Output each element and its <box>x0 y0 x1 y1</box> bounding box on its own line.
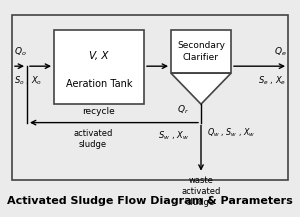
Text: $Q_o$: $Q_o$ <box>14 45 26 58</box>
Text: activated
sludge: activated sludge <box>73 129 113 148</box>
Text: $Q_e$: $Q_e$ <box>274 45 286 58</box>
Text: Activated Sludge Flow Diagram & Parameters: Activated Sludge Flow Diagram & Paramete… <box>7 196 293 206</box>
Polygon shape <box>171 73 231 104</box>
Bar <box>12 15 288 180</box>
Bar <box>171 30 231 73</box>
Text: recycle: recycle <box>82 107 116 116</box>
Text: $Q_r$: $Q_r$ <box>177 104 189 116</box>
Text: Secondary
Clarifier: Secondary Clarifier <box>177 41 225 62</box>
Text: Aeration Tank: Aeration Tank <box>66 79 132 89</box>
Text: V, X: V, X <box>89 51 109 61</box>
Text: waste
activated
sludge: waste activated sludge <box>181 176 221 207</box>
Text: $Q_w$ , $S_w$ , $X_w$: $Q_w$ , $S_w$ , $X_w$ <box>207 127 255 140</box>
Text: $S_w$ , $X_w$: $S_w$ , $X_w$ <box>158 129 189 142</box>
Text: $S_e$ , $X_e$: $S_e$ , $X_e$ <box>258 75 286 87</box>
Bar <box>54 30 144 104</box>
Text: $S_o$ , $X_o$: $S_o$ , $X_o$ <box>14 75 42 87</box>
